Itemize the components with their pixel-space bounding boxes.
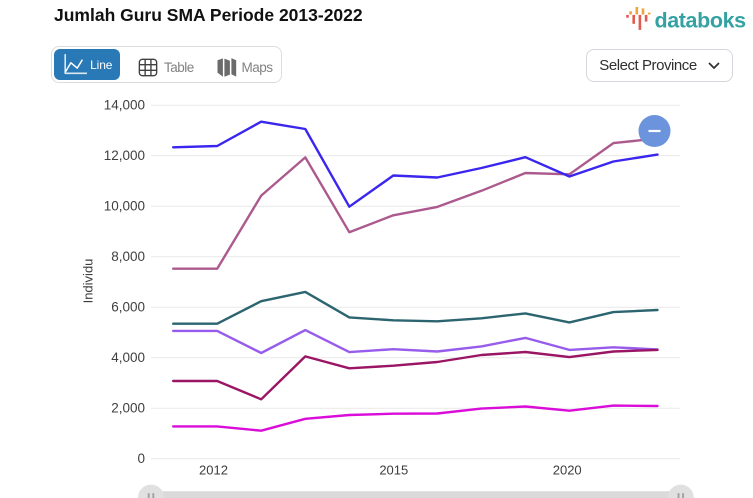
svg-text:12,000: 12,000 (104, 148, 145, 163)
svg-text:databoks: databoks (655, 8, 747, 32)
svg-text:6,000: 6,000 (111, 300, 145, 315)
svg-text:2015: 2015 (379, 463, 408, 478)
svg-text:2020: 2020 (553, 463, 582, 478)
svg-text:2,000: 2,000 (111, 401, 145, 416)
svg-text:10,000: 10,000 (104, 199, 145, 214)
svg-text:0: 0 (137, 451, 145, 466)
svg-text:14,000: 14,000 (104, 98, 145, 113)
svg-text:4,000: 4,000 (111, 350, 145, 365)
svg-text:2012: 2012 (199, 463, 228, 478)
svg-text:Individu: Individu (81, 259, 96, 304)
svg-text:8,000: 8,000 (111, 249, 145, 264)
